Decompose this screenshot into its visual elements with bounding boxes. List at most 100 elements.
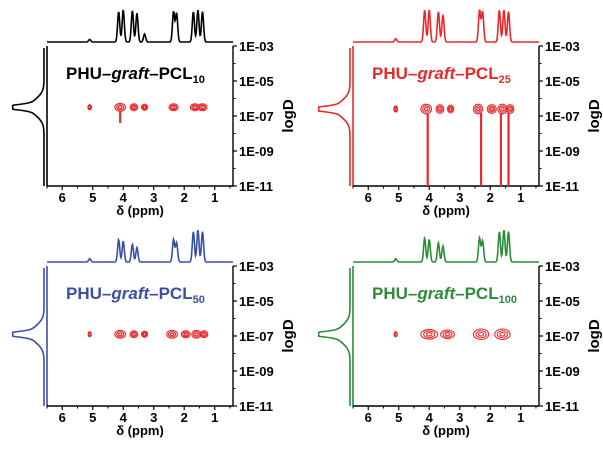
y-axis-label: logD: [280, 99, 297, 132]
f1-projection-trace: [11, 268, 45, 406]
sample-title-italic: graft: [416, 64, 456, 83]
x-tick-label: 5: [89, 410, 96, 425]
sample-title: PHU–graft–PCL25: [372, 64, 511, 86]
dosy-peak-contour: [167, 331, 177, 338]
dosy-peak-contour: [183, 332, 188, 337]
dosy-panel-4: 6 5 4 3 2 1 1E-03 1E-05 1E-07 1E-09 1E-11 δ (ppm) lo…: [317, 229, 603, 438]
x-tick-label: 5: [395, 190, 402, 205]
sample-title-suffix: –PCL: [149, 64, 192, 83]
dosy-panel-2: 6 5 4 3 2 1 1E-03 1E-05 1E-07 1E-09 1E-11 δ (ppm) lo…: [317, 9, 603, 218]
dosy-peak-contour: [489, 106, 494, 112]
y-tick-label: 1E-09: [239, 364, 274, 379]
dosy-peak-contour: [192, 331, 201, 338]
dosy-peak-contour: [171, 105, 176, 110]
dosy-panel-1: 6 5 4 3 2 1 1E-03 1E-05 1E-07 1E-09 1E-11 δ (ppm) lo…: [11, 9, 297, 218]
y-tick-label: 1E-09: [545, 364, 580, 379]
dosy-peak-contour: [168, 103, 179, 112]
dosy-peak-contour: [423, 106, 429, 112]
sample-title-suffix: –PCL: [149, 284, 192, 303]
dosy-peak-contour: [199, 330, 209, 339]
y-tick-label: 1E-11: [545, 179, 579, 194]
y-tick-label: 1E-09: [545, 144, 580, 159]
x-tick-label: 4: [120, 410, 128, 425]
x-axis-label: δ (ppm): [422, 423, 470, 438]
dosy-peak-contour: [130, 331, 137, 338]
dosy-peak-contour: [500, 106, 505, 112]
y-tick-label: 1E-07: [545, 109, 580, 124]
sample-title-italic: graft: [110, 64, 150, 83]
dosy-peak-contour: [169, 104, 178, 111]
dosy-peak-contour: [142, 332, 147, 337]
dosy-peak-contour: [393, 107, 398, 111]
y-tick-label: 1E-07: [545, 329, 580, 344]
f2-projection-trace: [47, 9, 233, 43]
dosy-peak-contour: [475, 330, 487, 339]
sample-title-subscript: 50: [193, 294, 205, 306]
dosy-peak-contour: [422, 105, 431, 113]
dosy-panel-3: 6 5 4 3 2 1 1E-03 1E-05 1E-07 1E-09 1E-11 δ (ppm) lo…: [11, 229, 297, 438]
y-tick-label: 1E-03: [545, 39, 580, 54]
y-tick-label: 1E-11: [239, 399, 273, 414]
dosy-peak-contour: [420, 103, 433, 115]
dosy-peak-contour: [202, 332, 206, 337]
dosy-peak-contour: [197, 103, 208, 112]
dosy-peak-contour: [498, 105, 507, 113]
dosy-peak-contour: [393, 105, 399, 113]
x-tick-label: 3: [456, 190, 463, 205]
dosy-peak-contour: [141, 331, 148, 337]
dosy-peak-contour: [87, 332, 92, 337]
dosy-peak-contour: [508, 106, 512, 112]
dosy-peak-contour: [446, 104, 455, 114]
x-tick-label: 2: [181, 410, 188, 425]
y-tick-label: 1E-05: [239, 294, 274, 309]
x-tick-label: 6: [365, 410, 372, 425]
x-tick-label: 2: [487, 190, 494, 205]
f1-projection-trace: [317, 48, 351, 186]
sample-title-italic: graft: [110, 284, 150, 303]
y-tick-label: 1E-05: [545, 74, 580, 89]
dosy-peak-contour: [438, 106, 442, 112]
dosy-peak-contour: [114, 329, 127, 339]
y-tick-label: 1E-03: [545, 259, 580, 274]
sample-title-subscript: 25: [499, 74, 511, 86]
dosy-peak-contour: [129, 330, 139, 339]
dosy-peak-contour: [436, 105, 443, 113]
dosy-peak-contour: [200, 331, 208, 338]
y-axis-label: logD: [586, 99, 603, 132]
y-tick-label: 1E-11: [239, 179, 273, 194]
dosy-peak-contour: [496, 330, 509, 339]
y-tick-label: 1E-11: [545, 399, 579, 414]
y-tick-label: 1E-03: [239, 259, 274, 274]
dosy-peak-contour: [132, 332, 136, 337]
f1-projection-trace: [317, 268, 351, 406]
x-tick-label: 2: [487, 410, 494, 425]
sample-title-suffix: –PCL: [455, 64, 498, 83]
dosy-peak-contour: [423, 330, 436, 339]
dosy-peak-contour: [477, 331, 485, 337]
x-tick-label: 3: [456, 410, 463, 425]
x-axis-label: δ (ppm): [422, 203, 470, 218]
x-tick-label: 1: [517, 190, 524, 205]
dosy-peak-contour: [200, 105, 205, 110]
dosy-peak-contour: [420, 328, 439, 340]
x-axis-label: δ (ppm): [116, 203, 164, 218]
dosy-peak-contour: [488, 105, 496, 113]
x-tick-label: 1: [517, 410, 524, 425]
x-tick-label: 1: [211, 190, 218, 205]
dosy-peak-contour: [499, 331, 506, 337]
dosy-peak-contour: [116, 104, 125, 111]
sample-title-prefix: PHU–: [66, 284, 111, 303]
dosy-peak-contour: [117, 332, 123, 337]
sample-title-prefix: PHU–: [372, 64, 417, 83]
dosy-peak-contour: [169, 332, 175, 337]
y-tick-label: 1E-07: [239, 109, 274, 124]
f2-projection-trace: [353, 229, 539, 263]
y-tick-label: 1E-03: [239, 39, 274, 54]
dosy-peak-contour: [474, 105, 482, 113]
dosy-peak-contour: [505, 104, 515, 114]
dosy-peak-contour: [506, 105, 514, 113]
x-tick-label: 5: [395, 410, 402, 425]
dosy-peak-contour: [182, 331, 190, 338]
dosy-peak-contour: [486, 104, 497, 114]
